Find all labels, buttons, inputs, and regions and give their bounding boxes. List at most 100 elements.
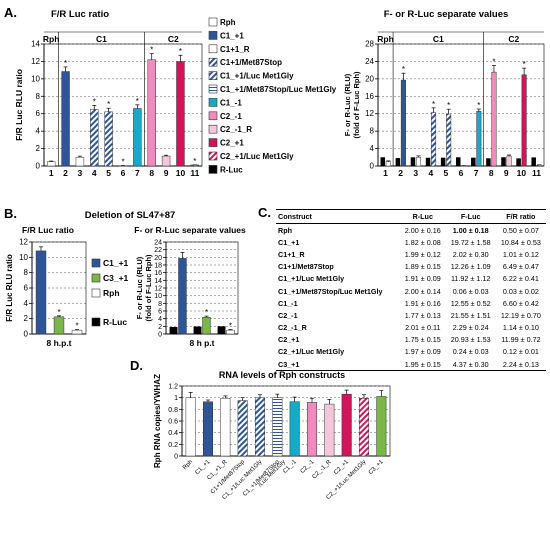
significance-mark: *	[93, 97, 96, 106]
y-axis-label: F/R Luc RLU ratio	[5, 254, 14, 322]
table-cell: 1.91 ± 0.09	[404, 274, 441, 284]
table-cell: C3_+1	[276, 358, 400, 372]
significance-mark: *	[136, 97, 139, 106]
x-tick-label: 9	[504, 168, 509, 178]
y-tick-label: 6	[24, 284, 29, 293]
table-cell: C2_-1	[278, 310, 298, 320]
plot-frame	[377, 43, 545, 167]
y-tick-label: 4	[24, 299, 29, 308]
y-tick-label: 1.2	[168, 384, 178, 391]
y-tick-label: 4	[158, 316, 162, 323]
bar-rluc	[531, 157, 536, 166]
legend-swatch	[91, 317, 101, 327]
y-axis-label-2: (fold of F-Luc Rph)	[352, 71, 361, 139]
panel-label-a: A.	[4, 5, 17, 20]
table-header-row: Construct R-Luc F-Luc F/R ratio	[276, 209, 546, 224]
significance-mark: *	[229, 321, 232, 330]
table-cell: 2.00 ± 0.14	[404, 286, 441, 296]
x-tick-label: 5	[444, 168, 449, 178]
bar	[306, 402, 318, 457]
y-tick-label: 10	[154, 293, 162, 300]
legend-label: C2_+1	[220, 139, 244, 148]
legend-label: C1_+1/Met87Stop/Luc Met1Gly	[220, 85, 337, 94]
table-cell: C2_+1	[278, 335, 300, 345]
y-tick-label: 2	[36, 144, 41, 153]
bar	[90, 109, 99, 167]
bar-fluc	[476, 111, 482, 167]
table-row: C1_-1 1.91 ± 0.16 12.55 ± 0.52 6.60 ± 0.42	[276, 297, 546, 309]
table-row: C1_+1/Luc Met1Gly 1.91 ± 0.09 11.92 ± 1.12…	[276, 273, 546, 285]
y-tick-label: 0	[370, 162, 375, 171]
legend-label: C1_-1	[220, 98, 242, 107]
bar	[46, 161, 56, 167]
table-cell: 6.60 ± 0.42	[502, 298, 539, 308]
x-tick-label: 4	[428, 168, 433, 178]
bar-fluc	[506, 155, 512, 167]
table-cell: 1.77 ± 0.13	[404, 310, 441, 320]
y-tick-label: 22	[154, 247, 162, 254]
y-tick-label: 8	[370, 127, 375, 136]
legend-label: Rph	[220, 18, 236, 27]
table-cell: 1.95 ± 0.15	[399, 358, 446, 372]
table-cell: 19.72 ± 1.58	[450, 237, 491, 247]
x-tick-label: 11	[532, 168, 541, 178]
legend-label: C2_-1	[220, 112, 242, 121]
table-cell: C1+1_R	[278, 249, 305, 259]
legend-swatch	[91, 288, 101, 298]
legend-swatch	[208, 17, 218, 27]
legend-swatch	[208, 138, 218, 147]
bar	[71, 329, 83, 335]
bar	[53, 316, 65, 335]
bar	[202, 401, 214, 457]
y-tick-label: 8	[36, 92, 41, 101]
x-tick-label: 5	[106, 168, 111, 178]
y-tick-label: 4	[370, 144, 375, 153]
bar-fluc	[446, 113, 452, 167]
legend-b: C1_+1 C3_+1 Rph R-Luc	[91, 258, 129, 327]
y-axis-label-2: (fold of F-Luc Rph)	[144, 254, 153, 322]
bar	[341, 393, 352, 457]
chart-b-sep-title: F- or R-Luc separate values	[134, 225, 246, 235]
significance-mark: *	[150, 46, 153, 55]
x-tick-label: 2	[398, 168, 403, 178]
bar-fluc	[400, 79, 406, 167]
bar	[324, 403, 335, 457]
bar-rluc	[471, 157, 476, 166]
panel-b-title: Deletion of SL47+87	[85, 210, 176, 221]
y-tick-label: 0	[174, 454, 178, 461]
significance-mark: *	[447, 101, 450, 110]
bar	[133, 108, 142, 167]
table-row: C1_+1 1.82 ± 0.08 19.72 ± 1.58 10.84 ± 0.53	[276, 236, 546, 248]
bar-rluc	[455, 157, 461, 166]
legend-label: R-Luc	[103, 317, 127, 327]
table-header-ratio: F/R ratio	[495, 209, 546, 224]
x-tick-label: C2_-1_R	[312, 459, 334, 481]
significance-mark: *	[121, 158, 124, 167]
table-cell: 0.50 ± 0.07	[502, 225, 539, 235]
table-row: C1+1/Met87Stop 1.89 ± 0.15 12.26 ± 1.09 6.4…	[276, 261, 546, 273]
table-row: C2_+1 1.75 ± 0.15 20.93 ± 1.53 11.99 ± 0.72	[276, 334, 546, 346]
x-tick-label: 6	[121, 168, 126, 178]
y-tick-label: 0	[24, 330, 29, 339]
legend-swatch	[208, 98, 218, 107]
x-tick-label: 4	[92, 168, 97, 178]
legend-label: C1_+1/Luc Met1Gly	[220, 72, 294, 81]
bar-rluc	[486, 158, 491, 166]
y-tick-label: 16	[154, 270, 162, 277]
bar	[220, 398, 231, 457]
legend-label: C1_+1	[103, 258, 129, 268]
bar	[161, 155, 171, 167]
table-cell: C1+1/Met87Stop	[278, 262, 334, 272]
table-cell: 2.24 ± 0.13	[495, 358, 546, 372]
legend-swatch	[91, 258, 101, 268]
table-row: C1_+1/Met87Stop/Luc Met1Gly 2.00 ± 0.14 0.…	[276, 285, 546, 297]
table-cell: 1.97 ± 0.09	[404, 347, 441, 357]
legend-swatch	[208, 57, 218, 67]
y-tick-label: 6	[36, 109, 41, 118]
table-cell: 1.82 ± 0.08	[404, 237, 441, 247]
significance-mark: *	[402, 65, 405, 74]
table-cell: 2.02 ± 0.30	[452, 249, 489, 259]
y-tick-label: 8	[24, 268, 29, 277]
